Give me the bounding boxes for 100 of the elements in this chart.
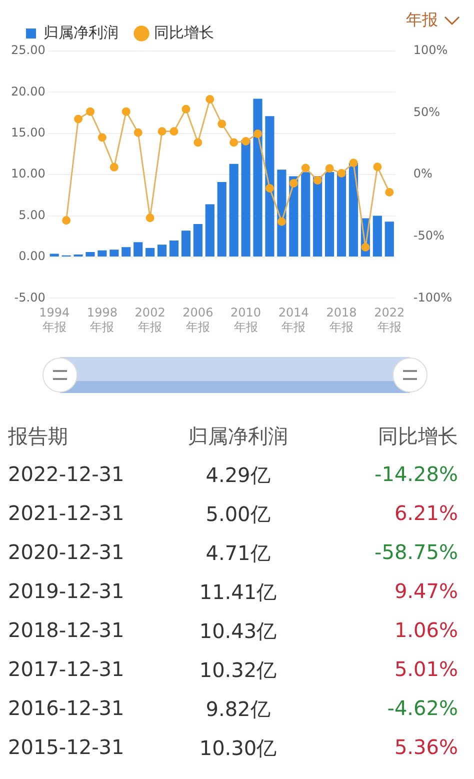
- point: [289, 179, 298, 188]
- bar: [157, 244, 167, 256]
- bar: [313, 176, 322, 256]
- point: [194, 138, 202, 147]
- text: 10.32亿: [198, 657, 278, 684]
- text: 2021-12-31: [8, 500, 126, 527]
- point: [122, 107, 130, 116]
- text: 归属净利润: [188, 424, 288, 448]
- point: [134, 128, 142, 137]
- x-tick-label: 2018 年报: [326, 306, 357, 334]
- x-tick-label: 1994 年报: [39, 306, 70, 334]
- bar: [98, 250, 107, 256]
- x-tick-label: 2014 年报: [278, 306, 309, 334]
- text: 2020-12-31: [8, 539, 126, 566]
- bar: [325, 172, 334, 256]
- text: 同比增长: [378, 424, 458, 448]
- bar: [169, 240, 179, 256]
- text: 9.47%: [393, 578, 458, 605]
- legend-label: 同比增长: [154, 23, 214, 42]
- point: [158, 127, 166, 136]
- point: [349, 158, 358, 168]
- point: [265, 184, 274, 192]
- point: [254, 130, 262, 138]
- bar: [122, 247, 131, 256]
- text: -14.28%: [374, 461, 458, 488]
- bar: [301, 172, 310, 256]
- point: [325, 164, 334, 173]
- text: 2017-12-31: [8, 656, 126, 683]
- point: [385, 188, 394, 196]
- point: [337, 169, 346, 178]
- point: [242, 136, 250, 146]
- point: [301, 164, 310, 172]
- x-tick-label: 2022 年报: [374, 306, 405, 334]
- point: [277, 217, 286, 226]
- point: [170, 127, 178, 136]
- y2-tick-label: -50%: [413, 228, 444, 243]
- text: 9.82亿: [204, 696, 272, 723]
- text: 10.30亿: [198, 735, 278, 762]
- bar: [372, 216, 382, 256]
- x-tick-label: 2006 年报: [182, 306, 214, 334]
- bar: [265, 116, 274, 256]
- y-tick-label: 15.00: [10, 126, 46, 140]
- bar: [50, 254, 59, 256]
- text: 5.01%: [393, 656, 458, 683]
- y2-tick-label: -100%: [413, 290, 452, 304]
- text: -4.62%: [386, 695, 458, 722]
- text: 2019-12-31: [8, 578, 126, 605]
- text: -58.75%: [374, 539, 458, 566]
- y-tick-label: 5.00: [18, 208, 46, 222]
- point: [86, 107, 94, 116]
- text: 2018-12-31: [8, 617, 126, 644]
- point: [74, 114, 83, 124]
- text: 6.21%: [393, 500, 458, 527]
- x-tick-label: 1998 年报: [86, 306, 118, 334]
- point: [206, 94, 214, 104]
- text: 10.43亿: [198, 618, 278, 645]
- point: [98, 133, 106, 142]
- text: 2015-12-31: [8, 734, 126, 761]
- bar: [336, 171, 346, 256]
- bar: [229, 164, 238, 256]
- y2-tick-label: 0%: [413, 166, 432, 181]
- text: 11.41亿: [198, 579, 278, 606]
- bar: [193, 224, 202, 256]
- bar: [146, 248, 155, 256]
- y-tick-label: -5.00: [14, 290, 46, 304]
- text: 2022-12-31: [8, 461, 126, 488]
- text: 4.71亿: [204, 540, 272, 567]
- bar: [110, 250, 119, 256]
- point: [218, 120, 226, 128]
- point: [230, 138, 238, 147]
- bar: [86, 252, 95, 256]
- text: 年报: [406, 10, 438, 31]
- bar: [205, 204, 214, 256]
- text: 2016-12-31: [8, 695, 126, 722]
- x-tick-label: 2002 年报: [134, 306, 166, 334]
- y-tick-label: 10.00: [10, 166, 46, 181]
- y-tick-label: 20.00: [10, 84, 46, 98]
- bar: [217, 182, 226, 256]
- point: [373, 162, 382, 172]
- y2-tick-label: 100%: [413, 43, 448, 58]
- legend-label: 归属净利润: [44, 23, 118, 42]
- point: [313, 176, 322, 185]
- bar: [384, 222, 394, 256]
- text: 5.00亿: [204, 501, 272, 528]
- text: 1.06%: [393, 617, 458, 644]
- x-tick-label: 2010 年报: [230, 306, 262, 334]
- y-tick-label: 0.00: [18, 249, 46, 264]
- bar: [253, 98, 262, 256]
- point: [62, 216, 71, 225]
- bar: [134, 242, 143, 256]
- text: 报告期: [8, 423, 69, 450]
- bar: [241, 140, 250, 256]
- text: 5.36%: [393, 734, 458, 761]
- point: [110, 162, 118, 172]
- y-tick-label: 25.00: [10, 43, 46, 58]
- bar: [348, 162, 358, 256]
- y2-tick-label: 50%: [413, 104, 440, 119]
- bar: [181, 230, 191, 256]
- text: 4.29亿: [204, 462, 272, 489]
- point: [146, 214, 154, 222]
